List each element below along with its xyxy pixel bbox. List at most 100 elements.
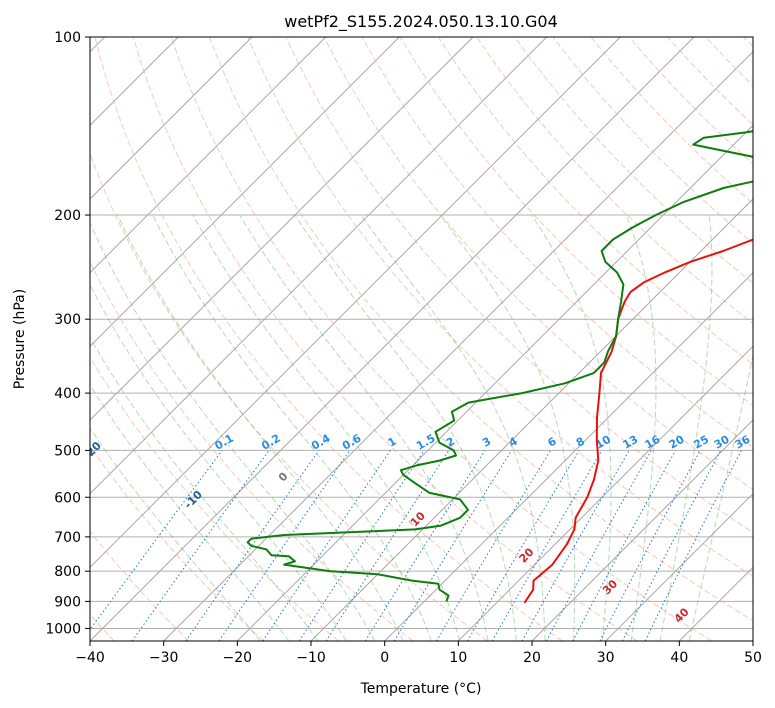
moist-adiabat-line — [659, 214, 713, 641]
moist-adiabat-line — [117, 214, 404, 641]
moist-adiabat-line — [439, 214, 576, 641]
dry-adiabat-line — [285, 37, 753, 534]
mixing-ratio-line — [644, 450, 742, 641]
y-tick-label: 200 — [54, 208, 81, 224]
y-axis-label: Pressure (hPa) — [12, 289, 28, 389]
dry-adiabat-line — [552, 37, 753, 244]
dry-adiabat-line — [132, 37, 638, 641]
mixing-ratio-line — [131, 450, 270, 641]
isotherm-line — [752, 640, 753, 641]
mixing-ratio-label: 8 — [574, 435, 587, 450]
isoline-labels: 0.10.20.40.611.52346810131620253036-100-… — [0, 390, 753, 626]
moist-adiabat-line — [90, 383, 290, 641]
y-tick-label: 600 — [54, 490, 81, 506]
moist-adiabat-line — [239, 214, 489, 641]
temperature-line — [523, 238, 753, 604]
mixing-ratio-line — [298, 450, 425, 641]
x-tick-label: −20 — [223, 650, 253, 666]
mixing-ratio-label: 3 — [480, 435, 493, 450]
isotherm-line — [531, 419, 753, 641]
moist-adiabat-line — [360, 214, 546, 641]
y-tick-label: 700 — [54, 530, 81, 546]
isotherm-line — [310, 198, 753, 641]
moist-adiabat-line — [152, 214, 432, 641]
dry-adiabat-line — [90, 152, 488, 641]
mixing-ratio-line — [621, 450, 722, 641]
isotherm-line — [90, 37, 474, 421]
dry-adiabat-line — [209, 37, 753, 622]
moist-adiabat-line — [294, 214, 517, 641]
isotherm-line — [605, 492, 753, 641]
y-tick-label: 300 — [54, 312, 81, 328]
dry-adiabat-line — [514, 37, 753, 284]
mixing-ratio-label: 1.5 — [414, 432, 437, 453]
moist-adiabat-line — [625, 214, 657, 641]
chart-title: wetPf2_S155.2024.050.13.10.G04 — [284, 12, 558, 32]
mixing-ratio-label: 0.4 — [309, 432, 333, 453]
mixing-ratio-line — [90, 450, 223, 631]
isotherm-line — [90, 37, 695, 641]
x-tick-label: 10 — [449, 650, 467, 666]
plot-frame — [89, 36, 754, 642]
mixing-ratio-line — [185, 450, 320, 641]
x-tick-label: 20 — [523, 650, 541, 666]
x-tick-label: 30 — [597, 650, 615, 666]
isotherm-line — [384, 271, 753, 641]
isotherm-line — [90, 37, 253, 200]
mixing-ratio-line — [325, 450, 450, 641]
mixing-ratio-label: 30 — [712, 433, 732, 452]
dry-adiabat-line — [437, 37, 753, 365]
x-tick-label: 40 — [670, 650, 688, 666]
dry-adiabat-line — [705, 37, 753, 87]
x-axis: −40 −30 −20 −10 0 10 20 30 40 50 — [75, 641, 762, 666]
mixing-ratio-line — [262, 450, 391, 641]
mixing-ratio-label: 20 — [667, 433, 687, 452]
mixing-ratio-line — [521, 450, 630, 641]
x-tick-label: 0 — [380, 650, 389, 666]
y-tick-label: 800 — [54, 564, 81, 580]
isotherm-line — [90, 37, 621, 569]
mixing-ratio-label: 6 — [545, 434, 558, 449]
y-tick-label: 900 — [54, 594, 81, 610]
dry-adiabat-line — [590, 37, 753, 205]
dry-adiabat-line — [90, 530, 190, 641]
isotherm-line — [90, 37, 400, 348]
mixing-ratio-label: 2 — [444, 435, 457, 450]
moist-adiabat-line — [192, 214, 461, 641]
x-tick-label: −30 — [149, 650, 179, 666]
moist-adiabat-line — [90, 283, 347, 641]
dry-adiabat-line — [247, 37, 753, 577]
isotherm-line — [678, 566, 753, 641]
dry-adiabat-label: -20 — [81, 439, 104, 462]
isotherm-line — [163, 50, 753, 641]
isotherm-line — [90, 37, 548, 495]
mixing-ratio-line — [545, 450, 652, 641]
moist-adiabat-line — [90, 427, 261, 641]
isotherm-line — [90, 37, 327, 274]
moist-adiabat-line — [90, 221, 376, 641]
moist-adiabat-line — [688, 352, 753, 641]
isotherm-line — [236, 124, 753, 641]
mixing-ratio-label: 16 — [643, 433, 663, 452]
dry-adiabat-line — [743, 37, 753, 48]
y-tick-label: 1000 — [45, 621, 81, 637]
moist-adiabat-label: 20 — [517, 545, 537, 565]
moist-adiabat-line — [90, 336, 319, 641]
background-lines — [90, 37, 753, 641]
mixing-ratio-label: 1 — [386, 435, 399, 450]
dry-adiabat-label: -30 — [0, 390, 14, 413]
moist-adiabat-label: 30 — [600, 577, 620, 597]
x-axis-label: Temperature (°C) — [360, 681, 482, 697]
mixing-ratio-line — [572, 450, 676, 641]
y-tick-label: 500 — [54, 443, 81, 459]
dry-adiabat-label: -10 — [182, 488, 205, 511]
dewpoint-line — [246, 130, 753, 602]
y-tick-label: 100 — [54, 30, 81, 46]
x-tick-label: −40 — [75, 650, 105, 666]
moist-adiabat-label: 40 — [672, 605, 692, 625]
dry-adiabat-line — [94, 37, 563, 641]
mixing-ratio-line — [393, 450, 513, 641]
y-axis: 100 200 300 400 500 600 700 800 900 1000 — [45, 30, 90, 637]
dry-adiabat-line — [90, 260, 414, 641]
